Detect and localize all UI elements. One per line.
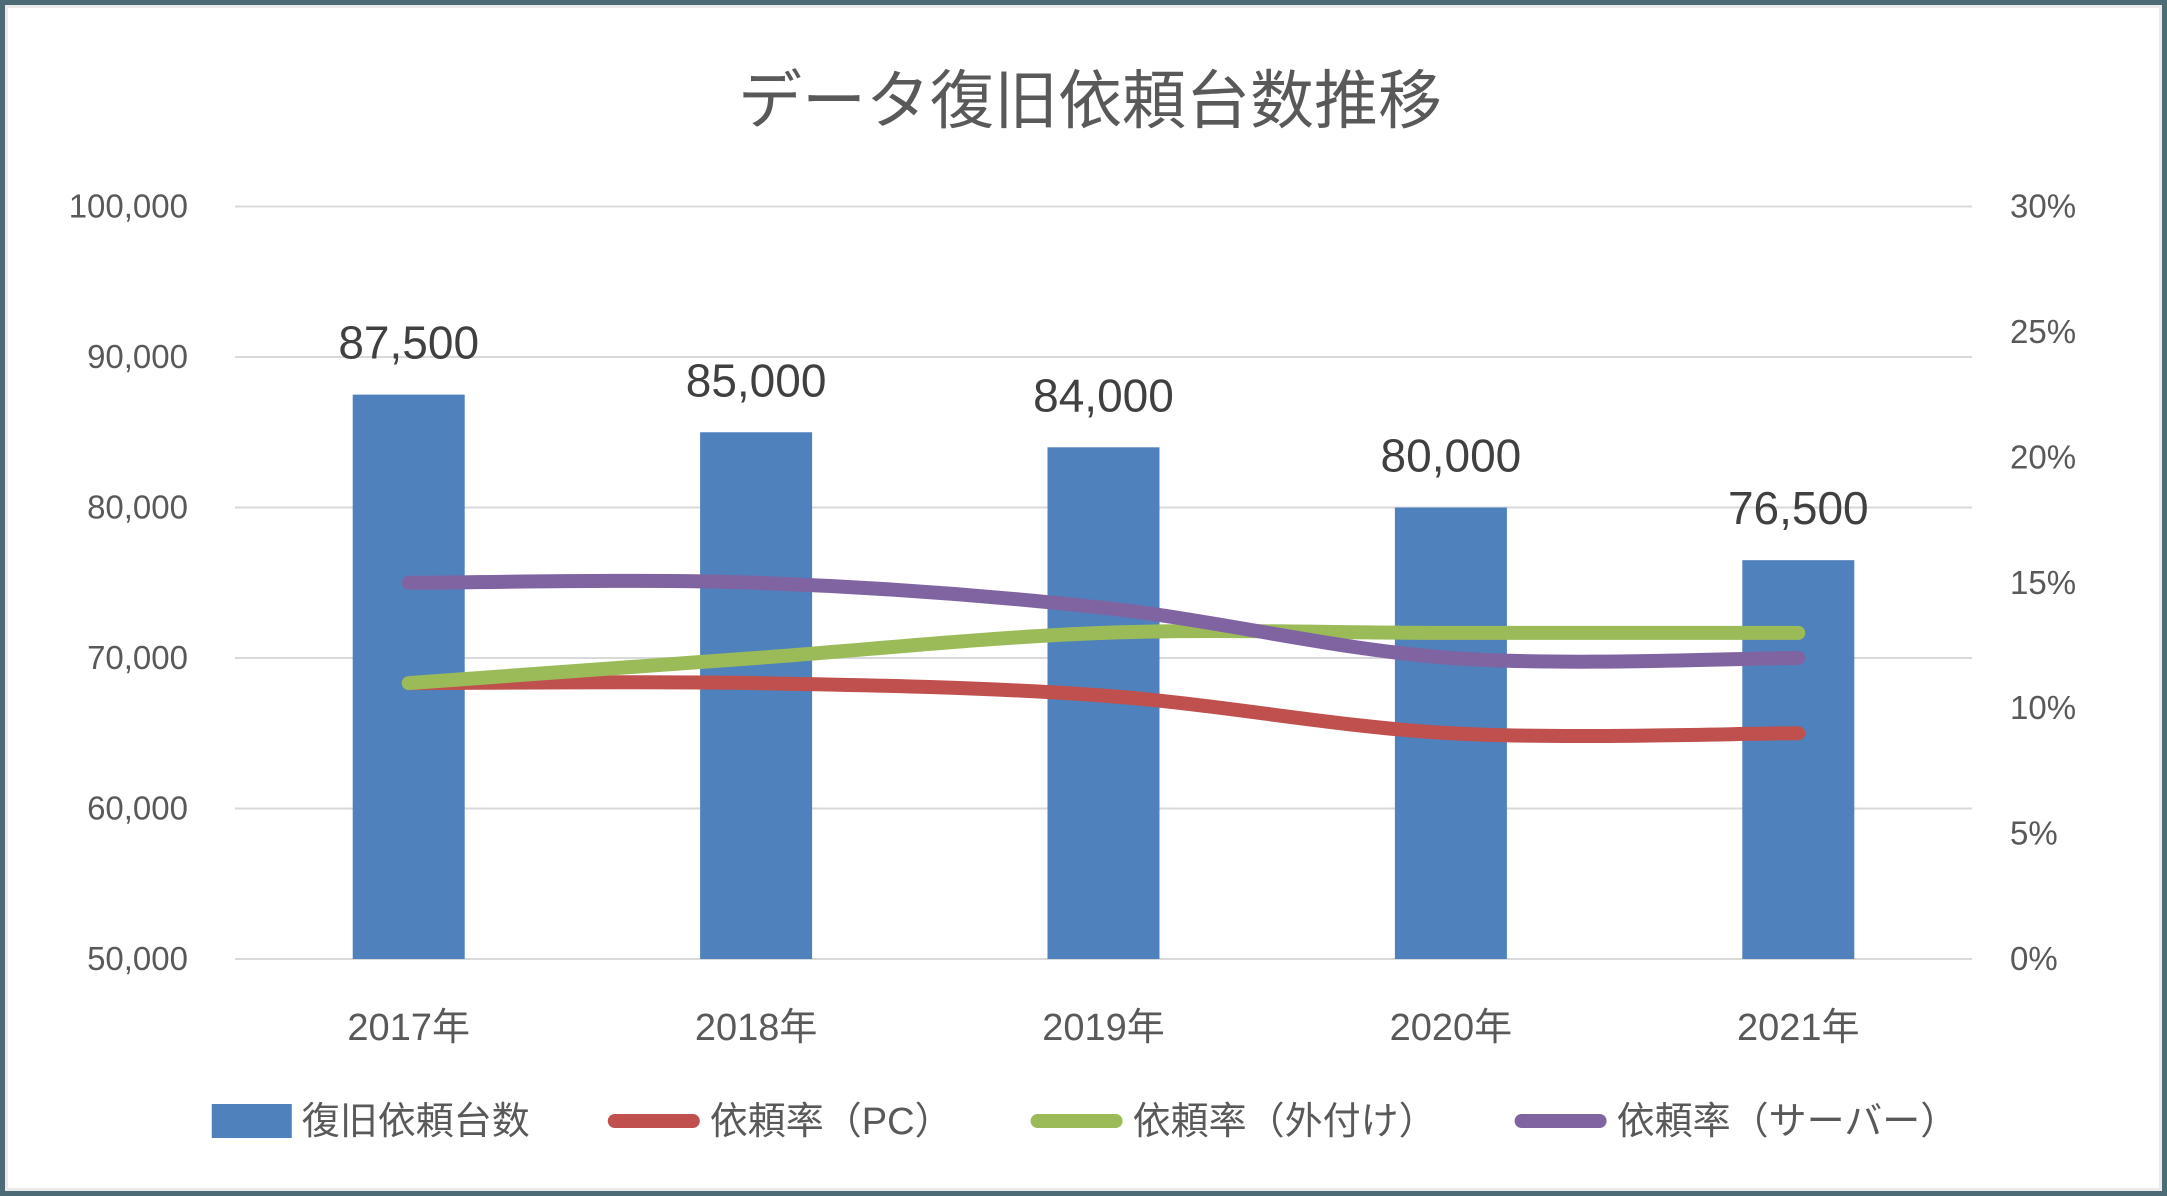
bar-data-label: 85,000 bbox=[686, 354, 827, 406]
legend-label: 依頼率（外付け） bbox=[1133, 1101, 1437, 1143]
bar-data-label: 87,500 bbox=[338, 317, 479, 369]
right-axis-tick: 20% bbox=[2010, 438, 2076, 475]
legend-item: 依頼率（外付け） bbox=[1030, 1101, 1437, 1143]
legend-swatch-bar bbox=[211, 1104, 292, 1138]
legend-item: 復旧依頼台数 bbox=[211, 1101, 530, 1143]
bar-data-label: 80,000 bbox=[1381, 430, 1522, 482]
legend-label: 依頼率（PC） bbox=[710, 1101, 953, 1143]
combo-chart: データ復旧依頼台数推移 100,000 90,000 80,000 70,000 60,0… bbox=[69, 65, 2076, 1143]
legend-swatch-line bbox=[1030, 1114, 1123, 1128]
chart-title: データ復旧依頼台数推移 bbox=[738, 65, 1442, 137]
x-axis-label: 2019年 bbox=[1042, 1007, 1165, 1049]
right-axis-tick: 10% bbox=[2010, 689, 2076, 726]
right-axis-tick: 5% bbox=[2010, 815, 2058, 852]
right-axis-tick: 25% bbox=[2010, 313, 2076, 350]
bar-data-label: 84,000 bbox=[1033, 369, 1174, 421]
line-series-0 bbox=[401, 675, 1806, 744]
left-axis-tick: 80,000 bbox=[87, 489, 188, 526]
left-axis-tick: 60,000 bbox=[87, 790, 188, 827]
right-axis-tick: 15% bbox=[2010, 564, 2076, 601]
legend-item: 依頼率（サーバー） bbox=[1514, 1101, 1959, 1143]
bar-2021年 bbox=[1742, 560, 1855, 959]
legend-item: 依頼率（PC） bbox=[607, 1101, 953, 1143]
left-axis-tick: 50,000 bbox=[87, 940, 188, 977]
line-series-1 bbox=[401, 624, 1806, 691]
x-axis-label: 2017年 bbox=[347, 1007, 470, 1049]
legend-swatch-line bbox=[607, 1114, 700, 1128]
x-axis-label: 2020年 bbox=[1390, 1007, 1513, 1049]
right-axis-tick: 30% bbox=[2010, 188, 2076, 225]
legend-label: 依頼率（サーバー） bbox=[1617, 1101, 1959, 1143]
left-axis-tick: 90,000 bbox=[87, 338, 188, 375]
bar-2018年 bbox=[700, 432, 813, 959]
legend-label: 復旧依頼台数 bbox=[302, 1101, 530, 1143]
line-series-2 bbox=[401, 573, 1806, 669]
x-axis-label: 2018年 bbox=[695, 1007, 818, 1049]
legend: 復旧依頼台数 依頼率（PC） 依頼率（外付け） 依頼率（サーバー） bbox=[211, 1101, 1959, 1143]
right-axis-tick: 0% bbox=[2010, 940, 2058, 977]
bar-data-label: 76,500 bbox=[1728, 482, 1869, 534]
left-axis-tick: 70,000 bbox=[87, 639, 188, 676]
legend-swatch-line bbox=[1514, 1114, 1607, 1128]
x-axis-label: 2021年 bbox=[1737, 1007, 1860, 1049]
left-axis-tick: 100,000 bbox=[69, 188, 188, 225]
